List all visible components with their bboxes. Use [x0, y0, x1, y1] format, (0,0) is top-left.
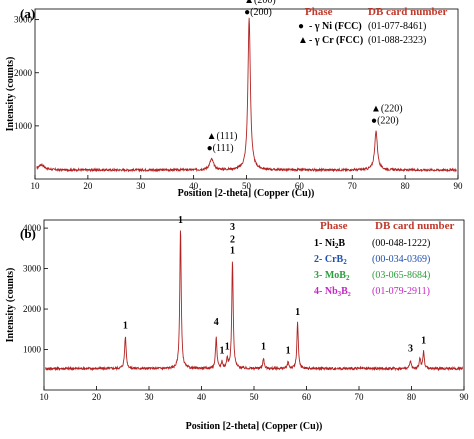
peak-annotation-triangle: ▲(111): [207, 131, 238, 142]
x-tick-label: 50: [242, 181, 252, 191]
legend-a-row-1-card: (01-077-8461): [368, 21, 426, 32]
legend-b-row-4-suffix: B₂: [341, 286, 351, 297]
y-axis-title-b: Intensity (counts): [5, 268, 16, 343]
legend-b-row-1-sub: 2: [335, 242, 339, 250]
panel-a: (a) 10 20 30 40 50 60 70 80 90 1000 2000 3000 ▲(11…: [5, 0, 463, 199]
x-axis-title-a: Position [2-theta] (Copper (Cu)): [178, 188, 315, 199]
peak-annotation: 1: [230, 246, 235, 257]
legend-b-row-2-card: (00-034-0369): [372, 254, 430, 265]
legend-b-row-4-name: Nb: [325, 286, 338, 297]
x-tick-label: 50: [250, 392, 260, 402]
peak-annotation: 1: [225, 342, 230, 353]
legend-a-db-header: DB card number: [368, 6, 448, 18]
x-tick-label: 10: [40, 392, 50, 402]
legend-b-db-header: DB card number: [375, 220, 455, 232]
legend-a-row-1-symbol: ●: [298, 21, 304, 32]
x-tick-label: 70: [348, 181, 358, 191]
legend-b-row-2-name: CrB: [325, 254, 344, 265]
panel-label-a: (a): [20, 6, 35, 21]
x-tick-label: 40: [197, 392, 207, 402]
legend-b: Phase DB card number 1- Ni2B (00-048-122…: [314, 220, 455, 298]
legend-b-row-3-card: (03-065-8684): [372, 270, 430, 281]
y-ticks-a: 1000 2000 3000: [14, 15, 39, 131]
xrd-trace-b: [45, 230, 464, 372]
peak-annotation: 1: [295, 307, 300, 318]
panel-b: (b) 10 20 30 40 50 60 70 80 90 1000200030004000 …: [5, 215, 469, 432]
legend-b-row-1-num: 1-: [314, 238, 322, 249]
peak-annotations-a: ▲(111)●(111) ▲(200)●(200) ▲(220)●(220): [207, 0, 403, 154]
y-tick-label: 1000: [14, 121, 33, 131]
peak-annotation-circle: ●(220): [371, 116, 399, 127]
legend-b-row-1-phase: 1- Ni2B: [314, 238, 345, 250]
legend-b-row-1-card: (00-048-1222): [372, 238, 430, 249]
x-tick-label: 60: [302, 392, 312, 402]
y-tick-label: 4000: [23, 223, 42, 233]
x-ticks-b: 10 20 30 40 50 60 70 80 90: [40, 386, 470, 402]
panel-label-b: (b): [20, 226, 36, 241]
x-tick-label: 30: [136, 181, 146, 191]
legend-b-row-3-name: MoB: [325, 270, 346, 281]
peak-annotation: 3: [408, 344, 413, 355]
legend-b-row-4-num: 4-: [314, 286, 322, 297]
x-tick-label: 20: [92, 392, 102, 402]
peak-annotation-circle: ●(200): [244, 7, 272, 18]
legend-b-row-3-num: 3-: [314, 270, 322, 281]
x-tick-label: 40: [189, 181, 199, 191]
legend-b-row-3-phase: 3- MoB2: [314, 270, 350, 282]
x-tick-label: 30: [145, 392, 155, 402]
y-axis-title-a: Intensity (counts): [5, 57, 16, 132]
legend-b-row-2-sub: 2: [343, 258, 347, 266]
peak-annotation: 1: [421, 335, 426, 346]
peak-annotation: 1: [123, 320, 128, 331]
peak-annotation: 1: [261, 342, 266, 353]
legend-a-row-2-card: (01-088-2323): [368, 35, 426, 46]
x-tick-label: 60: [295, 181, 305, 191]
peak-annotation: 2: [230, 234, 235, 245]
legend-b-row-2-phase: 2- CrB2: [314, 254, 347, 266]
peak-annotation: 1: [286, 346, 291, 357]
legend-b-row-4-sub: 3: [338, 290, 342, 298]
legend-b-row-2-num: 2-: [314, 254, 322, 265]
y-tick-label: 3000: [23, 264, 42, 274]
peak-annotation: 1: [219, 346, 224, 357]
x-tick-label: 10: [31, 181, 41, 191]
legend-b-phase-header: Phase: [320, 220, 348, 232]
legend-a: Phase DB card number ● - γ Ni (FCC) (01-…: [298, 6, 448, 46]
legend-b-row-1-name: Ni: [325, 238, 335, 249]
y-tick-label: 2000: [14, 68, 33, 78]
x-tick-label: 70: [355, 392, 365, 402]
x-ticks-a: 10 20 30 40 50 60 70 80 90: [31, 175, 464, 191]
peak-annotation-circle: ●(111): [207, 143, 234, 154]
y-ticks-b: 1000 2000 3000 4000: [23, 223, 48, 355]
legend-a-phase-header: Phase: [305, 6, 333, 18]
x-tick-label: 80: [401, 181, 411, 191]
peak-annotation: 3: [230, 222, 235, 233]
peak-annotation-triangle: ▲(220): [371, 104, 403, 115]
xrd-trace-a: [36, 17, 457, 173]
x-tick-label: 90: [460, 392, 470, 402]
legend-a-row-1-phase: - γ Ni (FCC): [309, 21, 362, 32]
peak-annotation: 4: [214, 317, 219, 328]
x-tick-label: 90: [454, 181, 464, 191]
x-axis-title-b: Position [2-theta] (Copper (Cu)): [186, 421, 323, 432]
peak-annotation: 1: [178, 215, 183, 226]
legend-a-row-2-phase: - γ Cr (FCC): [309, 35, 363, 46]
legend-b-row-4-card: (01-079-2911): [372, 286, 430, 297]
legend-a-row-2-symbol: ▲: [298, 35, 308, 46]
legend-b-row-1-suffix: B: [338, 238, 345, 249]
peak-annotation-triangle: ▲(200): [244, 0, 276, 6]
legend-b-row-4-phase: 4- Nb3B₂: [314, 286, 351, 298]
y-tick-label: 2000: [23, 304, 42, 314]
x-tick-label: 20: [83, 181, 93, 191]
x-tick-label: 80: [407, 392, 417, 402]
legend-b-row-3-sub: 2: [346, 274, 350, 282]
y-tick-label: 3000: [14, 15, 33, 25]
y-tick-label: 1000: [23, 345, 42, 355]
